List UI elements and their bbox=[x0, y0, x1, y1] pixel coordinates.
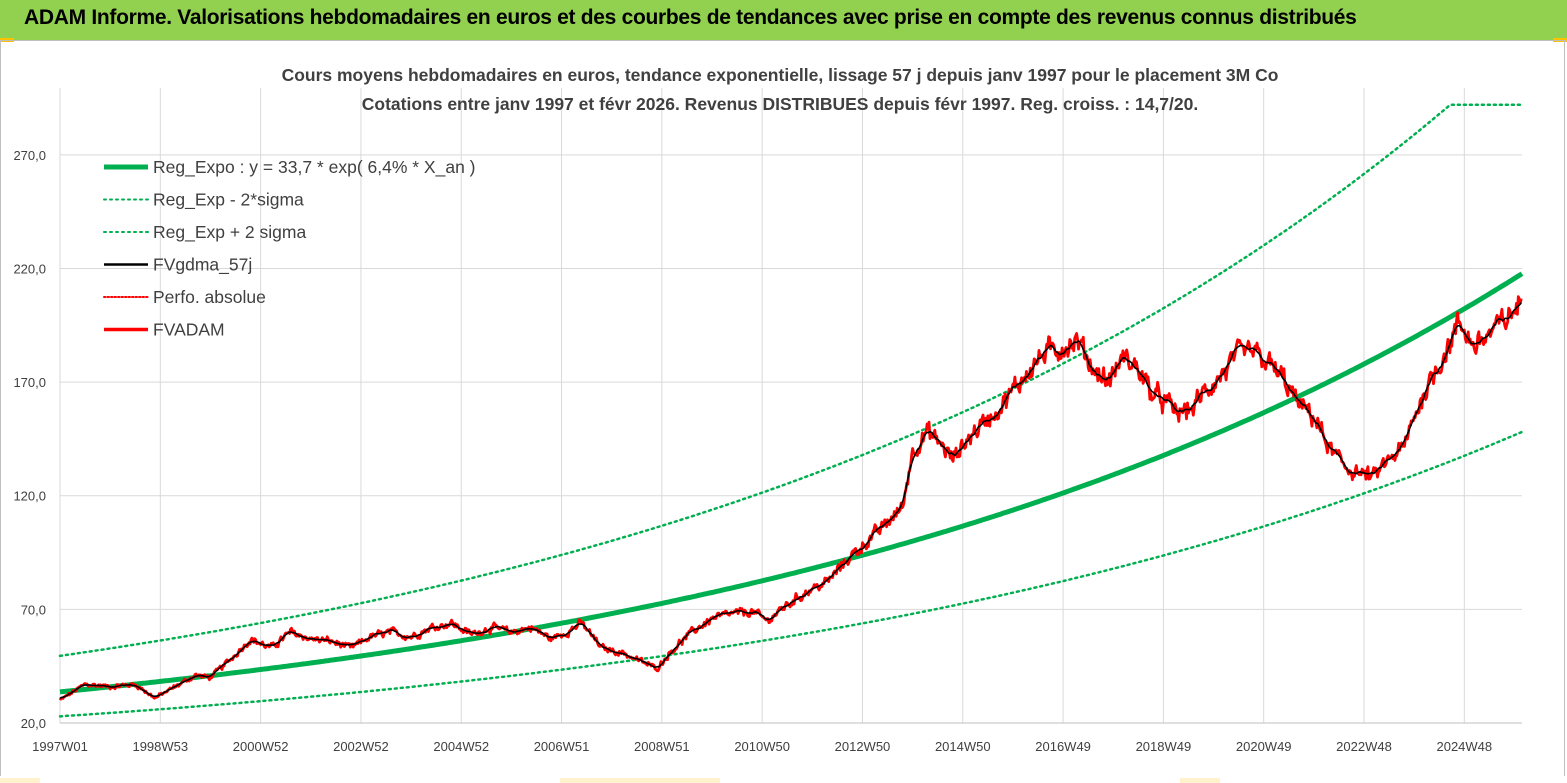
legend-label: Reg_Exp - 2*sigma bbox=[153, 190, 304, 211]
legend-label: Reg_Exp + 2 sigma bbox=[153, 222, 306, 243]
x-tick-label: 2000W52 bbox=[233, 739, 289, 754]
report-title: ADAM Informe. Valorisations hebdomadaire… bbox=[24, 6, 1357, 29]
y-tick-label: 220,0 bbox=[13, 261, 46, 276]
x-tick-label: 2024W48 bbox=[1436, 739, 1492, 754]
chart-subtitle: Cotations entre janv 1997 et févr 2026. … bbox=[362, 94, 1198, 114]
axis-layer: 20,0 70,0 120,0 170,0 220,0 270,0 1997W01 1998W… bbox=[13, 148, 1522, 754]
x-tick-label: 2016W49 bbox=[1035, 739, 1091, 754]
series-reg-exp-minus-2sigma bbox=[58, 430, 1524, 718]
x-tick-label: 1998W53 bbox=[132, 739, 188, 754]
x-tick-label: 1997W01 bbox=[32, 739, 88, 754]
legend-layer: Reg_Expo : y = 33,7 * exp( 6,4% * X_an )… bbox=[103, 157, 476, 340]
legend-label: FVADAM bbox=[153, 320, 225, 340]
x-tick-label: 2014W50 bbox=[935, 739, 991, 754]
y-tick-label: 170,0 bbox=[13, 375, 46, 390]
x-tick-label: 2018W49 bbox=[1136, 739, 1192, 754]
chart-title: Cours moyens hebdomadaires en euros, ten… bbox=[282, 65, 1279, 85]
legend-label: Perfo. absolue bbox=[153, 287, 266, 307]
header-banner: ADAM Informe. Valorisations hebdomadaire… bbox=[0, 0, 1567, 40]
x-tick-label: 2012W50 bbox=[835, 739, 891, 754]
x-tick-label: 2006W51 bbox=[534, 739, 590, 754]
x-tick-label: 2022W48 bbox=[1336, 739, 1392, 754]
series-fvgdma-57j bbox=[59, 302, 1522, 699]
bottom-strip bbox=[0, 776, 1567, 783]
series-fvadam bbox=[58, 295, 1523, 701]
x-tick-label: 2004W52 bbox=[433, 739, 489, 754]
x-tick-label: 2002W52 bbox=[333, 739, 389, 754]
grid-layer bbox=[59, 88, 1522, 724]
series-reg-expo bbox=[59, 271, 1524, 695]
y-tick-label: 120,0 bbox=[13, 489, 46, 504]
y-tick-label: 70,0 bbox=[21, 602, 46, 617]
series-reg-exp-plus-2sigma bbox=[58, 103, 1524, 658]
y-tick-label: 20,0 bbox=[21, 716, 46, 731]
x-tick-label: 2010W50 bbox=[734, 739, 790, 754]
x-tick-label: 2008W51 bbox=[634, 739, 690, 754]
y-tick-label: 270,0 bbox=[13, 148, 46, 163]
legend-label: Reg_Expo : y = 33,7 * exp( 6,4% * X_an ) bbox=[153, 157, 476, 178]
x-tick-label: 2020W49 bbox=[1236, 739, 1292, 754]
series-layer bbox=[58, 103, 1524, 718]
legend-label: FVgdma_57j bbox=[153, 255, 252, 276]
